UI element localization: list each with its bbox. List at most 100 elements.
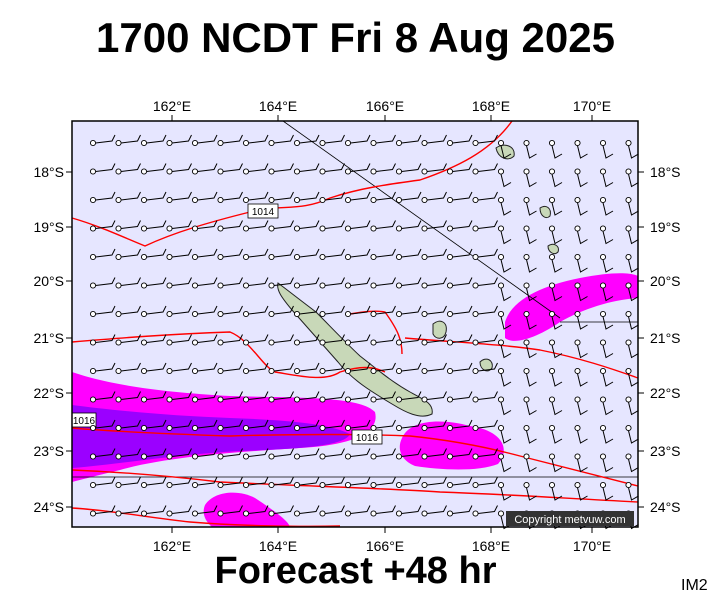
- wind-barb: [268, 419, 294, 432]
- wind-barb: [344, 134, 371, 147]
- wind-barb: [191, 334, 218, 346]
- wind-barb: [497, 367, 512, 387]
- wind-barb: [293, 191, 320, 204]
- wind-barb: [319, 362, 345, 375]
- wind-barb: [319, 305, 345, 318]
- wind-barb: [89, 163, 116, 175]
- wind-barb: [344, 277, 371, 289]
- forecast-title: 1700 NCDT Fri 8 Aug 2025: [96, 14, 615, 61]
- wind-barb: [191, 220, 218, 232]
- wind-barb: [115, 248, 141, 261]
- wind-barb: [319, 277, 345, 289]
- wind-barb: [523, 282, 537, 302]
- wind-barb: [242, 191, 269, 204]
- wind-barb: [574, 168, 588, 188]
- wind-barb: [217, 334, 243, 346]
- wind-barb: [319, 248, 345, 261]
- lat-label-right: 20°S: [650, 273, 681, 289]
- wind-barb: [599, 396, 614, 416]
- wind-barb: [421, 220, 447, 232]
- island: [539, 205, 551, 219]
- wind-barb: [625, 396, 639, 416]
- wind-barb: [166, 334, 192, 346]
- wind-barb: [497, 339, 512, 359]
- lon-label-top: 170°E: [573, 98, 611, 114]
- wind-barb: [344, 305, 371, 318]
- island: [479, 358, 493, 372]
- new-caledonia-main-island: [277, 282, 433, 417]
- wind-barb: [497, 196, 512, 216]
- wind-barb: [599, 253, 614, 273]
- wind-barb: [370, 391, 396, 403]
- wind-barb: [497, 396, 512, 416]
- wind-barb: [344, 334, 371, 346]
- wind-barb: [625, 367, 639, 387]
- wind-barb: [523, 310, 537, 330]
- wind-barb: [370, 419, 396, 432]
- wind-barb: [472, 305, 498, 318]
- wind-barb: [472, 419, 498, 432]
- wind-barb: [599, 424, 614, 444]
- wind-barb: [497, 453, 512, 473]
- wind-barb: [217, 277, 243, 289]
- wind-barb: [217, 248, 243, 261]
- wind-barb: [89, 220, 116, 232]
- lon-label-bottom: 166°E: [366, 538, 404, 554]
- wind-barb: [191, 419, 218, 432]
- wind-barb: [115, 505, 141, 517]
- wind-barb: [395, 476, 422, 489]
- wind-barb: [242, 334, 269, 346]
- wind-barb: [191, 248, 218, 261]
- wind-barb: [421, 134, 447, 147]
- wind-barb: [574, 367, 588, 387]
- wind-barb: [574, 225, 588, 245]
- wind-barb: [140, 448, 167, 460]
- wind-barb: [472, 163, 498, 175]
- wind-barb: [599, 481, 614, 501]
- wind-barb: [268, 334, 294, 346]
- wind-barb: [421, 448, 447, 460]
- wind-barb: [446, 134, 473, 147]
- wind-barb: [599, 225, 614, 245]
- wind-barb: [599, 453, 614, 473]
- wind-barb: [472, 220, 498, 232]
- wind-barb: [523, 453, 537, 473]
- wind-barb: [242, 391, 269, 403]
- wind-barb: [89, 248, 116, 261]
- wind-barb: [268, 277, 294, 289]
- wind-barb: [293, 448, 320, 460]
- wind-barb: [217, 163, 243, 175]
- wind-barb: [370, 505, 396, 517]
- wind-barb: [344, 505, 371, 517]
- wind-barb: [548, 367, 563, 387]
- wind-barb: [370, 163, 396, 175]
- wind-barb: [446, 334, 473, 346]
- wind-barb: [625, 282, 639, 302]
- wind-barb: [217, 448, 243, 460]
- land-areas: [277, 144, 559, 417]
- wind-barb: [395, 163, 422, 175]
- wind-barb: [140, 334, 167, 346]
- wind-barb: [344, 448, 371, 460]
- wind-barb: [523, 481, 537, 501]
- lon-label-top: 164°E: [259, 98, 297, 114]
- wind-barb: [446, 476, 473, 489]
- wind-barb: [370, 305, 396, 318]
- wind-barb: [191, 134, 218, 147]
- wind-barbs: [89, 134, 639, 530]
- wind-barb: [191, 362, 218, 375]
- lat-label-right: 23°S: [650, 443, 681, 459]
- wind-barb: [497, 168, 512, 188]
- wind-barb: [268, 134, 294, 147]
- wind-barb: [472, 476, 498, 489]
- wind-barb: [166, 476, 192, 489]
- wind-barb: [472, 277, 498, 289]
- wind-barb: [115, 134, 141, 147]
- wind-barb: [115, 191, 141, 204]
- wind-barb: [344, 163, 371, 175]
- wind-barb: [89, 476, 116, 489]
- wind-barb: [574, 139, 588, 159]
- wind-barb: [421, 277, 447, 289]
- wind-barb: [89, 391, 116, 403]
